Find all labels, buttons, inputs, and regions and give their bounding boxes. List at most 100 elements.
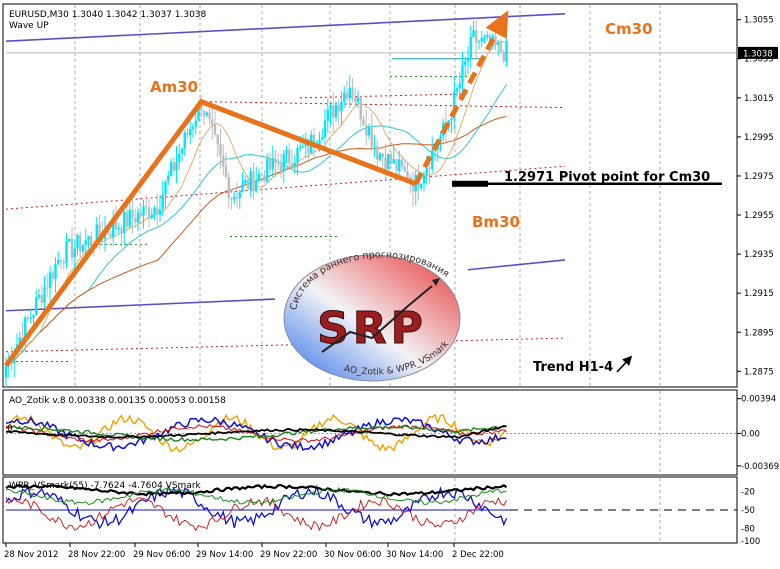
candle-bull <box>420 183 423 189</box>
candle-bull <box>486 35 489 38</box>
candle-bull <box>95 224 98 245</box>
candle-bull <box>142 206 145 216</box>
wpr-blue-line <box>5 484 508 530</box>
candle-bear <box>156 207 159 215</box>
candle-bull <box>54 263 57 279</box>
candle-bear <box>147 207 151 218</box>
candle-bull <box>318 139 321 146</box>
candle-bull <box>205 112 208 116</box>
price-tick-label: 1.2895 <box>744 328 774 338</box>
candle-bull <box>65 240 68 264</box>
candle-bear <box>384 157 387 170</box>
wave-abc-line <box>3 98 417 367</box>
ao-header: AO_Zotik v.8 0.00338 0.00135 0.00053 0.0… <box>9 396 226 406</box>
candle-bear <box>370 127 373 147</box>
candle-bull <box>296 148 299 163</box>
candle-bull <box>164 181 167 195</box>
candle-bull <box>169 162 173 176</box>
candle-bear <box>114 220 118 230</box>
candle-bull <box>249 171 252 190</box>
candle-bull <box>348 87 351 99</box>
candle-bear <box>51 272 54 279</box>
candle-bear <box>312 134 316 147</box>
candle-bull <box>81 244 85 252</box>
time-tick-label: 28 Nov 22:00 <box>68 550 125 560</box>
wpr-tick-label: -80 <box>741 525 755 535</box>
ma-cyan-line <box>5 84 507 367</box>
candle-bull <box>301 146 305 148</box>
candle-bull <box>480 37 483 42</box>
candle-bull <box>244 180 247 184</box>
candle-bear <box>125 211 129 227</box>
candle-bull <box>293 162 296 168</box>
candle-bear <box>59 259 63 262</box>
candle-bull <box>158 209 162 215</box>
candle-bear <box>354 97 357 103</box>
candle-bull <box>180 148 184 154</box>
candle-bull <box>84 240 87 245</box>
wpr-tick-label: -100 <box>741 537 760 547</box>
wpr-red-line <box>5 496 507 532</box>
candle-bull <box>128 210 131 227</box>
candle-bear <box>411 182 415 192</box>
wave-arrow-icon <box>485 10 509 39</box>
candle-bull <box>477 41 481 43</box>
candle-bear <box>222 155 225 167</box>
candle-bear <box>274 158 277 164</box>
candle-bear <box>260 173 263 176</box>
candle-bull <box>29 317 32 319</box>
candle-bear <box>345 92 349 99</box>
time-tick-label: 28 Nov 2012 <box>4 550 58 560</box>
candle-bull <box>285 149 288 154</box>
trend-arrow-icon <box>616 355 633 373</box>
logo-trend-line <box>321 285 433 353</box>
price-tick-label: 1.2915 <box>744 289 774 299</box>
label-am30: Am30 <box>150 78 198 96</box>
ao-green-line <box>5 424 507 443</box>
candle-bull <box>326 109 329 121</box>
candle-bear <box>403 166 406 172</box>
candle-bear <box>230 198 233 200</box>
candle-bear <box>46 287 49 289</box>
wave-projection-line <box>413 26 502 185</box>
time-tick-label: 29 Nov 14:00 <box>196 550 253 560</box>
wpr-lines <box>5 484 737 532</box>
candle-bear <box>109 234 112 237</box>
level-red-dotted <box>204 101 566 109</box>
candle-bull <box>323 120 327 138</box>
candle-bear <box>62 261 65 264</box>
price-tick-label: 1.2975 <box>744 172 774 182</box>
candle-bull <box>329 105 332 110</box>
price-badge-label: 1.3038 <box>743 49 773 59</box>
candle-bull <box>194 120 197 127</box>
candle-bull <box>373 146 376 148</box>
label-bm30: Bm30 <box>472 213 520 231</box>
candle-bull <box>425 167 428 176</box>
candle-bull <box>469 37 472 58</box>
candle-bear <box>131 210 134 219</box>
candle-bear <box>172 162 175 171</box>
ao-tick-label: 0.00394 <box>741 395 776 405</box>
candle-bull <box>378 153 382 160</box>
wpr-black-line <box>5 484 508 497</box>
candle-bull <box>505 41 508 62</box>
candle-bear <box>288 149 291 164</box>
price-tick-label: 1.3015 <box>744 94 774 104</box>
time-tick-label: 30 Nov 14:00 <box>386 550 443 560</box>
candle-bull <box>398 159 401 171</box>
candle-bear <box>428 167 431 170</box>
candle-bull <box>255 181 258 192</box>
candle-bear <box>332 105 335 118</box>
candle-bull <box>43 287 46 304</box>
candle-bull <box>37 294 41 298</box>
candle-bull <box>197 102 200 121</box>
wpr-tick-label: -50 <box>741 506 755 516</box>
candle-bull <box>458 83 461 89</box>
candle-bull <box>257 173 261 182</box>
candle-bear <box>494 35 497 46</box>
candle-bull <box>87 235 90 241</box>
candle-bear <box>389 154 393 164</box>
candle-bull <box>48 272 52 289</box>
candle-bull <box>153 207 156 215</box>
